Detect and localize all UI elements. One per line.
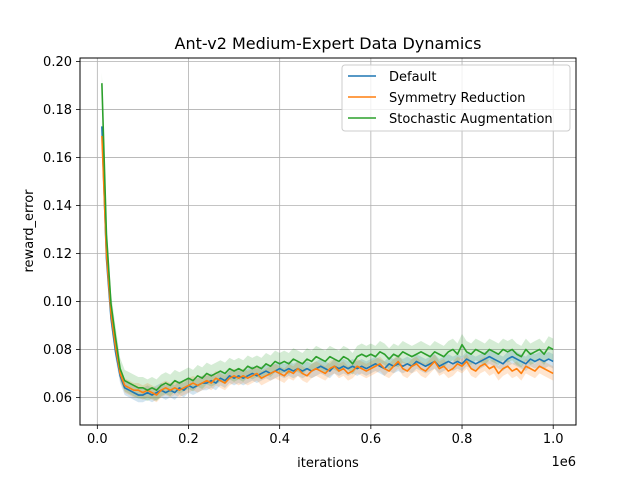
x-axis-label: iterations <box>297 456 359 471</box>
grid <box>80 58 576 425</box>
y-axis-label: reward_error <box>22 189 37 273</box>
y-tick-label: 0.16 <box>43 151 72 166</box>
plot-frame <box>79 57 577 426</box>
x-tick-label: 0.0 <box>87 432 108 447</box>
y-tick-label: 0.18 <box>43 103 72 118</box>
y-tick-label: 0.20 <box>43 55 72 70</box>
legend-label: Stochastic Augmentation <box>389 112 553 127</box>
legend-label: Symmetry Reduction <box>389 91 526 106</box>
legend-label: Default <box>389 70 437 85</box>
x-tick-label: 0.2 <box>178 432 199 447</box>
axis-ticks: 0.0 0.2 0.4 0.6 0.8 1.0 0.06 0.08 0.10 0.12 0.14 0.… <box>43 55 564 447</box>
series-line-2 <box>101 83 554 392</box>
legend: Default Symmetry Reduction Stochastic Augm… <box>341 64 571 132</box>
y-tick-label: 0.14 <box>43 199 72 214</box>
series-lines <box>101 83 554 396</box>
y-tick-label: 0.12 <box>43 247 72 262</box>
series-line-0 <box>101 126 554 396</box>
y-tick-label: 0.06 <box>43 391 72 406</box>
x-tick-label: 0.8 <box>452 432 473 447</box>
x-tick-label: 1.0 <box>543 432 564 447</box>
x-axis-offset-label: 1e6 <box>551 455 576 470</box>
x-tick-label: 0.4 <box>269 432 290 447</box>
y-tick-label: 0.10 <box>43 295 72 310</box>
chart-title: Ant-v2 Medium-Expert Data Dynamics <box>175 34 482 53</box>
x-tick-label: 0.6 <box>361 432 382 447</box>
y-tick-label: 0.08 <box>43 343 72 358</box>
legend-box <box>341 64 571 132</box>
series-line-1 <box>101 135 554 396</box>
